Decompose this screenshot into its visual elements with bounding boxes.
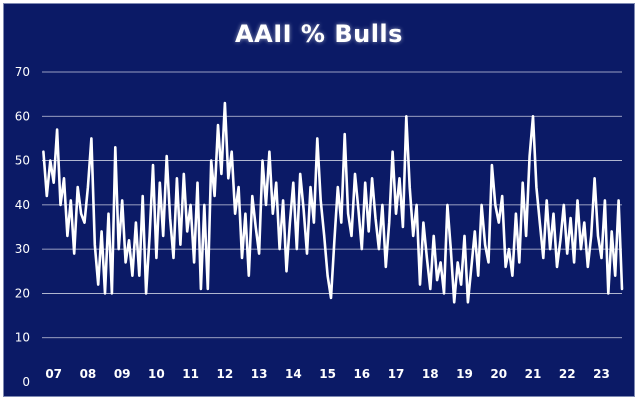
x-tick-label-19: 19 [456,367,473,381]
y-tick-label-0: 0 [22,375,30,389]
x-tick-label-21: 21 [525,367,542,381]
y-tick-label-30: 30 [15,242,30,256]
y-tick-label-70: 70 [15,65,30,79]
x-tick-label-08: 08 [80,367,97,381]
x-tick-label-22: 22 [559,367,576,381]
chart-title: AAII % Bulls [235,20,403,48]
y-tick-label-60: 60 [15,109,30,123]
x-tick-label-09: 09 [114,367,131,381]
y-tick-label-20: 20 [15,286,30,300]
y-tick-label-50: 50 [15,154,30,168]
x-tick-label-17: 17 [388,367,405,381]
x-tick-label-13: 13 [251,367,268,381]
series-line-0 [42,101,624,304]
x-tick-label-10: 10 [148,367,165,381]
y-tick-label-40: 40 [15,198,30,212]
y-tick-label-10: 10 [15,331,30,345]
x-tick-label-12: 12 [217,367,234,381]
x-tick-label-11: 11 [182,367,199,381]
x-tick-label-18: 18 [422,367,439,381]
x-tick-label-23: 23 [593,367,610,381]
chart-frame: AAII % Bulls [3,3,635,397]
x-tick-label-14: 14 [285,367,302,381]
x-tick-label-15: 15 [319,367,336,381]
x-tick-label-07: 07 [45,367,62,381]
x-tick-label-16: 16 [353,367,370,381]
x-tick-label-20: 20 [490,367,507,381]
